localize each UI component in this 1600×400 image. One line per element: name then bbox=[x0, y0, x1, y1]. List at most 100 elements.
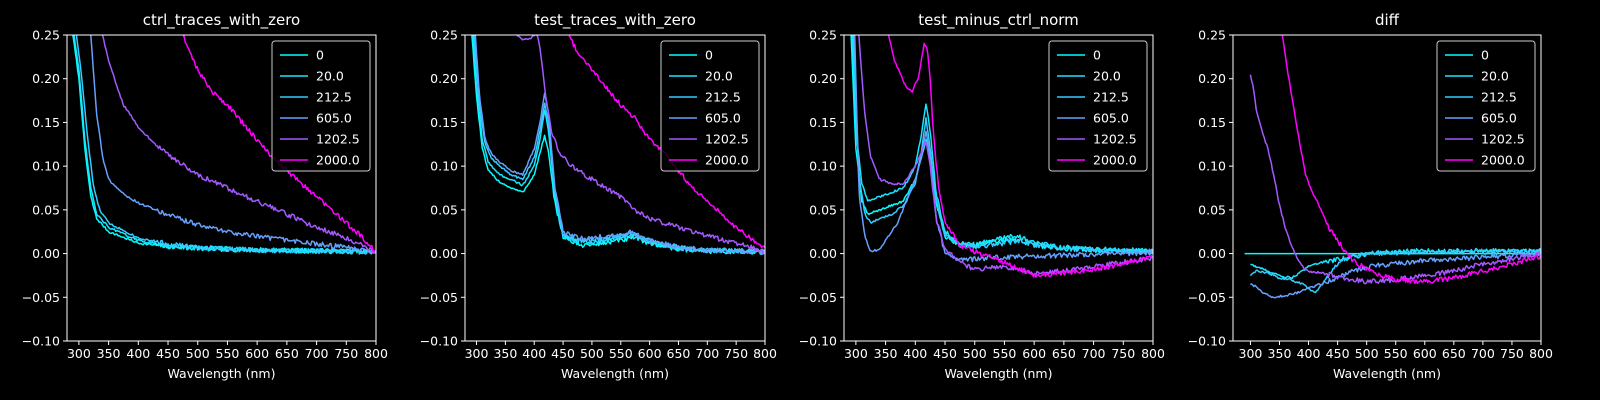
y-tick-label: −0.05 bbox=[799, 290, 837, 305]
y-tick-label: 0.25 bbox=[1198, 28, 1226, 43]
series-line-605.0 bbox=[474, 35, 765, 255]
x-tick-label: 750 bbox=[1500, 346, 1524, 361]
legend-label: 2000.0 bbox=[316, 153, 360, 168]
y-tick-label: 0.15 bbox=[1198, 115, 1226, 130]
legend-label: 1202.5 bbox=[1481, 132, 1525, 147]
x-tick-label: 400 bbox=[126, 346, 150, 361]
y-tick-label: 0.05 bbox=[32, 202, 60, 217]
x-axis-label: Wavelength (nm) bbox=[168, 366, 276, 381]
axes-frame bbox=[66, 34, 377, 342]
x-axis-label: Wavelength (nm) bbox=[945, 366, 1053, 381]
x-tick-label: 700 bbox=[305, 346, 329, 361]
series-line-605.0 bbox=[90, 35, 376, 254]
x-tick-label: 500 bbox=[963, 346, 987, 361]
x-tick-label: 500 bbox=[580, 346, 604, 361]
x-axis-label: Wavelength (nm) bbox=[561, 366, 669, 381]
legend-label: 605.0 bbox=[1093, 111, 1129, 126]
legend-label: 212.5 bbox=[705, 90, 741, 105]
legend-label: 20.0 bbox=[705, 69, 733, 84]
y-tick-label: 0.05 bbox=[809, 202, 837, 217]
y-tick-label: 0.20 bbox=[430, 71, 458, 86]
y-tick-label: 0.25 bbox=[32, 28, 60, 43]
x-tick-label: 300 bbox=[844, 346, 868, 361]
x-tick-label: 650 bbox=[667, 346, 691, 361]
legend-label: 20.0 bbox=[1093, 69, 1121, 84]
x-tick-label: 400 bbox=[522, 346, 546, 361]
x-tick-label: 450 bbox=[933, 346, 957, 361]
legend-label: 20.0 bbox=[1481, 69, 1509, 84]
x-tick-label: 350 bbox=[874, 346, 898, 361]
y-tick-label: 0.20 bbox=[1198, 71, 1226, 86]
x-tick-label: 600 bbox=[245, 346, 269, 361]
x-tick-label: 700 bbox=[1082, 346, 1106, 361]
x-tick-label: 500 bbox=[186, 346, 210, 361]
y-tick-label: 0.20 bbox=[809, 71, 837, 86]
x-tick-label: 350 bbox=[97, 346, 121, 361]
axes-frame bbox=[464, 34, 766, 342]
y-tick-label: −0.10 bbox=[420, 334, 458, 349]
legend-label: 1202.5 bbox=[316, 132, 360, 147]
series-line-212.5 bbox=[1249, 248, 1541, 294]
series-line-605.0 bbox=[1250, 251, 1541, 299]
series-line-0 bbox=[850, 35, 1153, 255]
x-tick-label: 650 bbox=[1052, 346, 1076, 361]
plot-area bbox=[471, 35, 765, 255]
legend-label: 20.0 bbox=[316, 69, 344, 84]
legend-label: 2000.0 bbox=[1093, 153, 1137, 168]
x-tick-label: 300 bbox=[1239, 346, 1263, 361]
legend-label: 212.5 bbox=[1481, 90, 1517, 105]
legend: 0 20.0 212.5 605.0 1202.5 2000.0 bbox=[1048, 40, 1148, 172]
x-tick-label: 700 bbox=[695, 346, 719, 361]
x-tick-label: 600 bbox=[1413, 346, 1437, 361]
chart-title: ctrl_traces_with_zero bbox=[143, 11, 300, 30]
y-tick-label: 0.00 bbox=[1198, 246, 1226, 261]
y-tick-label: 0.10 bbox=[430, 159, 458, 174]
axes-frame bbox=[843, 34, 1154, 342]
legend-label: 0 bbox=[316, 48, 324, 63]
x-tick-label: 800 bbox=[753, 346, 777, 361]
series-line-212.5 bbox=[473, 35, 765, 255]
legend-label: 605.0 bbox=[316, 111, 352, 126]
plot-area bbox=[1244, 35, 1541, 299]
y-tick-label: 0.05 bbox=[430, 202, 458, 217]
y-tick-label: 0.10 bbox=[809, 159, 837, 174]
legend: 0 20.0 212.5 605.0 1202.5 2000.0 bbox=[1436, 40, 1536, 172]
x-tick-label: 750 bbox=[1111, 346, 1135, 361]
y-tick-label: 0.15 bbox=[430, 115, 458, 130]
x-tick-label: 350 bbox=[1268, 346, 1292, 361]
y-tick-label: −0.10 bbox=[22, 334, 60, 349]
x-tick-label: 550 bbox=[609, 346, 633, 361]
y-tick-label: −0.10 bbox=[799, 334, 837, 349]
x-tick-label: 300 bbox=[67, 346, 91, 361]
y-tick-label: 0.00 bbox=[32, 246, 60, 261]
x-tick-label: 600 bbox=[638, 346, 662, 361]
x-tick-label: 550 bbox=[993, 346, 1017, 361]
chart-panel-3: test_minus_ctrl_norm 300 350 400 450 500 550 60… bbox=[799, 11, 1165, 381]
x-tick-label: 750 bbox=[334, 346, 358, 361]
legend-label: 212.5 bbox=[1093, 90, 1129, 105]
series-line-1202.5 bbox=[516, 35, 765, 254]
y-tick-label: 0.20 bbox=[32, 71, 60, 86]
legend-label: 605.0 bbox=[1481, 111, 1517, 126]
chart-title: diff bbox=[1375, 11, 1400, 29]
series-line-605.0 bbox=[853, 35, 1153, 263]
y-tick-label: 0.15 bbox=[809, 115, 837, 130]
legend-label: 212.5 bbox=[316, 90, 352, 105]
x-tick-label: 400 bbox=[1297, 346, 1321, 361]
y-tick-label: 0.10 bbox=[32, 159, 60, 174]
x-tick-label: 350 bbox=[493, 346, 517, 361]
x-axis-label: Wavelength (nm) bbox=[1333, 366, 1441, 381]
y-tick-label: −0.05 bbox=[420, 290, 458, 305]
axes-frame bbox=[1232, 34, 1542, 342]
y-tick-label: 0.25 bbox=[809, 28, 837, 43]
x-tick-label: 750 bbox=[724, 346, 748, 361]
x-tick-label: 700 bbox=[1471, 346, 1495, 361]
x-tick-label: 450 bbox=[551, 346, 575, 361]
legend: 0 20.0 212.5 605.0 1202.5 2000.0 bbox=[660, 40, 760, 172]
series-line-1202.5 bbox=[101, 35, 376, 254]
y-tick-label: 0.05 bbox=[1198, 202, 1226, 217]
x-tick-label: 600 bbox=[1022, 346, 1046, 361]
legend-label: 605.0 bbox=[705, 111, 741, 126]
series-line-212.5 bbox=[852, 35, 1153, 255]
